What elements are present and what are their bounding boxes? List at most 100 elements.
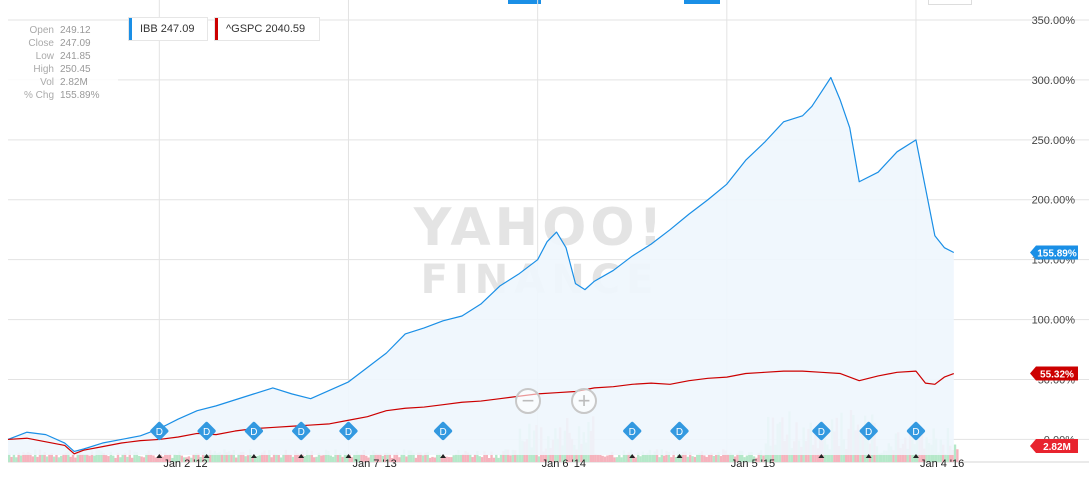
- quote-summary: Open 249.12 Close 247.09 Low 241.85 High 250.45…: [6, 24, 118, 102]
- volume-bar: [391, 457, 394, 462]
- volume-bar: [164, 452, 167, 462]
- volume-bar: [610, 451, 614, 462]
- volume-bar: [750, 451, 753, 462]
- volume-bar: [705, 456, 708, 462]
- volume-bar: [428, 457, 432, 462]
- volume-bar: [476, 450, 479, 462]
- volume-bar: [171, 457, 174, 462]
- watermark-line1: YAHOO!: [413, 198, 667, 258]
- volume-bar: [660, 449, 663, 462]
- gspc-end-badge: 55.32%: [1030, 366, 1078, 381]
- volume-bar: [369, 454, 373, 462]
- volume-bar: [353, 454, 356, 462]
- volume-bar: [670, 457, 673, 462]
- dividend-marker[interactable]: D: [859, 421, 879, 458]
- volume-bar: [662, 455, 666, 462]
- volume-bar: [417, 452, 420, 462]
- dividend-marker[interactable]: D: [149, 421, 169, 458]
- zoom-out-button[interactable]: −: [515, 388, 541, 414]
- volume-bar: [128, 449, 131, 462]
- volume-bar: [50, 453, 53, 462]
- range-indicator-left[interactable]: [508, 0, 541, 4]
- volume-bar: [237, 453, 240, 462]
- volume-bar: [294, 450, 297, 462]
- dividend-label: D: [818, 427, 825, 438]
- dividend-marker[interactable]: D: [622, 421, 642, 458]
- volume-bar: [885, 450, 888, 462]
- volume-bar: [615, 457, 619, 462]
- volume-bar: [374, 453, 377, 462]
- dividend-marker[interactable]: D: [811, 421, 831, 458]
- volume-bar: [627, 452, 630, 462]
- volume-bar: [816, 448, 820, 462]
- volume-bar: [324, 449, 328, 462]
- volume-bar: [759, 450, 763, 462]
- dividend-marker[interactable]: D: [197, 421, 217, 458]
- volume-bar: [263, 450, 266, 462]
- volume-bar: [29, 452, 32, 462]
- volume-bar: [402, 449, 406, 462]
- volume-bar: [305, 450, 309, 462]
- range-indicator-right[interactable]: [684, 0, 720, 4]
- dividend-marker[interactable]: D: [433, 421, 453, 458]
- volume-bar: [398, 457, 401, 462]
- volume-bar: [34, 449, 37, 462]
- volume-bar: [234, 457, 238, 462]
- volume-bar: [78, 449, 82, 462]
- quote-key: High: [33, 64, 54, 75]
- volume-bar: [445, 456, 448, 462]
- volume-bar: [249, 449, 252, 462]
- volume-bar: [594, 453, 597, 462]
- volume-bar: [22, 452, 25, 462]
- volume-bar: [329, 455, 332, 462]
- quote-row: Open 249.12: [6, 24, 118, 37]
- series-line-gspc: [7, 370, 955, 455]
- volume-bar: [10, 456, 13, 462]
- y-tick-label: 300.00%: [1032, 75, 1076, 87]
- x-tick-label: Jan 7 '13: [352, 458, 396, 470]
- volume-bar: [755, 457, 758, 462]
- volume-bar: [277, 455, 280, 462]
- volume-bar: [258, 455, 262, 462]
- dividend-marker[interactable]: D: [339, 421, 359, 458]
- legend-ibb[interactable]: IBB 247.09: [128, 17, 208, 41]
- dividend-tick: [818, 454, 825, 458]
- volume-bar: [26, 451, 30, 462]
- volume-bar: [412, 452, 415, 462]
- volume-bar: [383, 452, 387, 462]
- volume-bar: [923, 448, 926, 462]
- dividend-marker[interactable]: D: [291, 421, 311, 458]
- volume-bar: [740, 450, 744, 462]
- volume-bar: [542, 451, 545, 462]
- volume-bar: [698, 453, 701, 462]
- volume-bar: [322, 455, 325, 462]
- volume-bar: [459, 454, 463, 462]
- volume-bar: [199, 456, 202, 462]
- volume-bar: [622, 450, 626, 462]
- volume-bar: [497, 457, 500, 462]
- dividend-marker[interactable]: D: [906, 421, 926, 458]
- legend-gspc[interactable]: ^GSPC 2040.59: [214, 17, 320, 41]
- volume-bar: [469, 453, 472, 462]
- volume-bar: [681, 451, 685, 462]
- volume-bar: [232, 450, 236, 462]
- compare-input-edge[interactable]: [928, 0, 972, 5]
- volume-bar: [362, 450, 366, 462]
- dividend-marker[interactable]: D: [244, 421, 264, 458]
- quote-key: Low: [35, 51, 54, 62]
- volume-bar: [733, 456, 737, 462]
- volume-bar: [265, 454, 269, 462]
- dividend-diamond: [812, 421, 831, 441]
- volume-bar: [298, 454, 302, 462]
- volume-bar: [762, 455, 765, 462]
- volume-bar: [161, 456, 165, 462]
- series-line-ibb: [7, 76, 955, 453]
- dividend-marker[interactable]: D: [670, 421, 690, 458]
- volume-bar: [516, 454, 519, 462]
- dividend-label: D: [250, 427, 257, 438]
- volume-bar: [36, 456, 39, 462]
- volume-bar: [603, 456, 607, 462]
- zoom-in-button[interactable]: +: [571, 388, 597, 414]
- dividend-diamond: [292, 421, 311, 441]
